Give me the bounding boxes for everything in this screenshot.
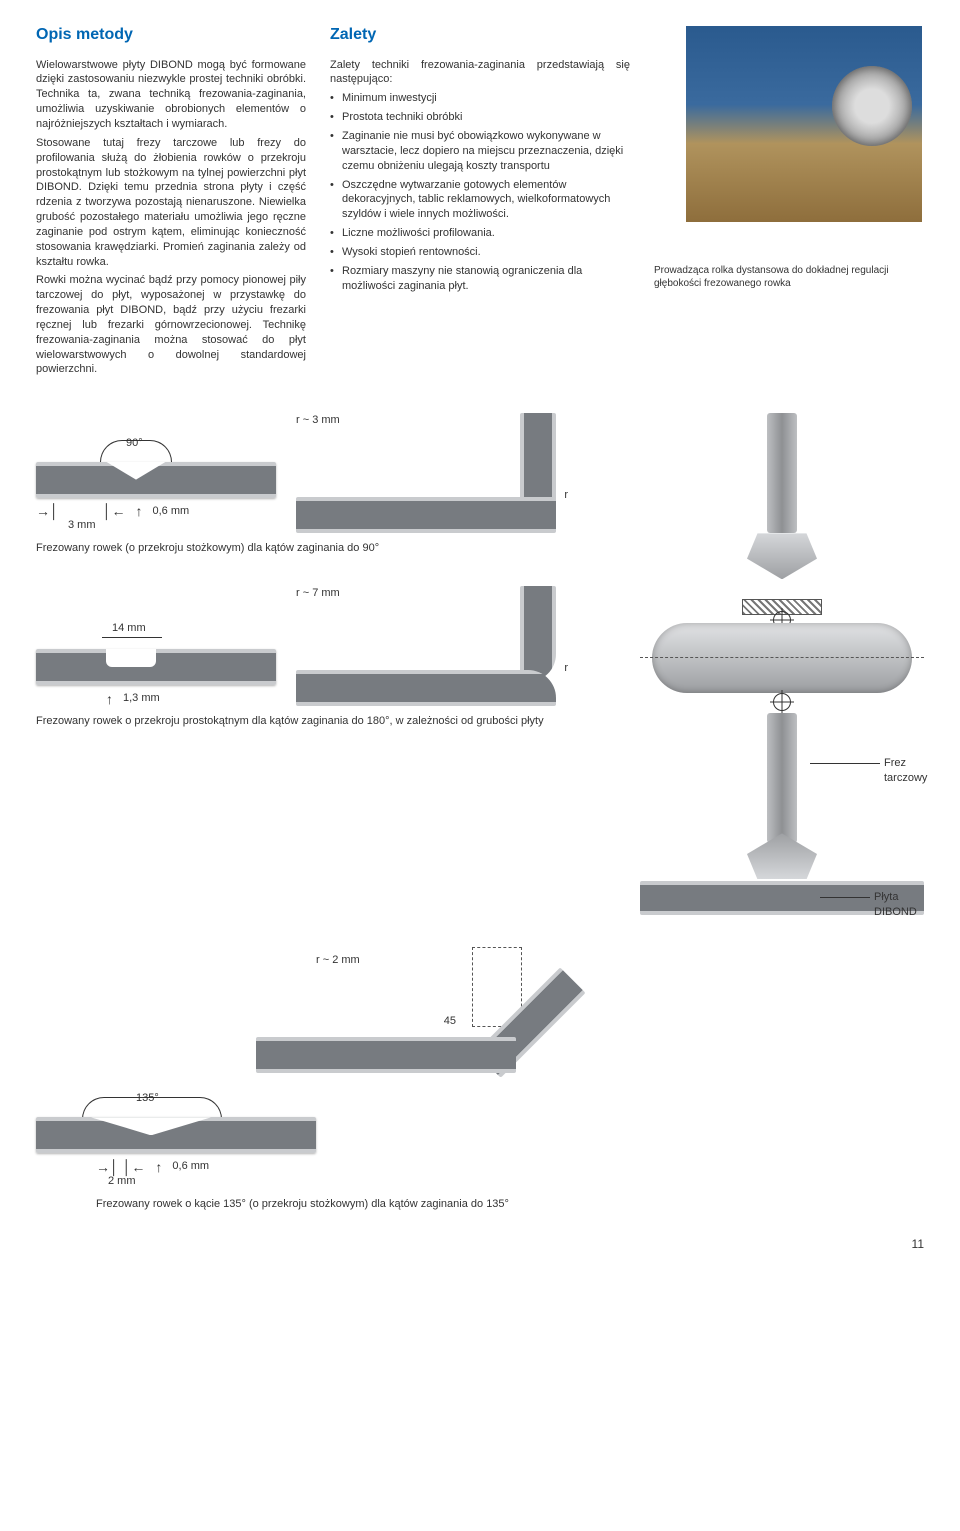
arrow-icon: ↑ bbox=[106, 692, 113, 706]
diagram-left-column: 90° →│ │← ↑ 0,6 mm 3 mm r bbox=[36, 413, 616, 933]
spindle-bottom-icon bbox=[767, 713, 797, 843]
list-item: Liczne możliwości profilowania. bbox=[330, 226, 630, 241]
bend-radius-label: r ~ 2 mm bbox=[316, 953, 360, 968]
arrow-icon: │← bbox=[103, 504, 126, 518]
diagram-row-90: 90° →│ │← ↑ 0,6 mm 3 mm r bbox=[36, 413, 616, 533]
cutter-bottom-icon bbox=[747, 833, 817, 879]
list-item: Rozmiary maszyny nie stanowią ograniczen… bbox=[330, 264, 630, 294]
top-text-row: Opis metody Wielowarstwowe płyty DIBOND … bbox=[36, 24, 924, 381]
plate-cross-section bbox=[36, 1117, 316, 1153]
bend-135-block: r ~ 2 mm 45 bbox=[256, 953, 556, 1073]
para: Stosowane tutaj frezy tarczowe lub frezy… bbox=[36, 136, 306, 270]
column-zalety: Zalety Zalety techniki frezowania-zagina… bbox=[330, 24, 630, 381]
bent-horizontal-icon bbox=[296, 670, 556, 706]
depth-label: 0,6 mm bbox=[172, 1159, 209, 1174]
leader-line-icon bbox=[820, 897, 870, 898]
machine-diagram: Frez tarczowy Płyta DIBOND bbox=[640, 413, 924, 933]
r-label: r bbox=[564, 661, 568, 676]
arrow-icon: ↑ bbox=[136, 504, 143, 518]
bend-90-block: r ~ 3 mm r bbox=[296, 413, 616, 533]
cutter-top-icon bbox=[747, 533, 817, 579]
plate-cross-section bbox=[36, 649, 276, 685]
diagram-row-rect: 14 mm ↑ 1,3 mm r ~ 7 mm r bbox=[36, 586, 616, 706]
label-plyta-dibond: Płyta DIBOND bbox=[874, 890, 924, 920]
zalety-list: Minimum inwestycji Prostota techniki obr… bbox=[330, 91, 630, 293]
r-label: r bbox=[564, 488, 568, 503]
arrow-icon: →│ bbox=[36, 504, 59, 518]
groove-v135-icon bbox=[91, 1117, 211, 1135]
heading-opis-metody: Opis metody bbox=[36, 24, 306, 46]
label-frez-tarczowy: Frez tarczowy bbox=[884, 756, 927, 786]
caption-135: Frezowany rowek o kącie 135° (o przekroj… bbox=[96, 1197, 924, 1212]
photo-caption: Prowadząca rolka dystansowa do dokładnej… bbox=[654, 264, 924, 290]
angle-label-90: 90° bbox=[126, 436, 143, 451]
width-label: 2 mm bbox=[108, 1174, 136, 1189]
spindle-top-icon bbox=[767, 413, 797, 533]
diagram-area: 90° →│ │← ↑ 0,6 mm 3 mm r bbox=[36, 413, 924, 933]
bent-vertical-icon bbox=[520, 586, 556, 682]
groove-rect-icon bbox=[106, 649, 156, 667]
width-label-top: 14 mm bbox=[112, 621, 146, 636]
arrow-icon: ↑ bbox=[155, 1160, 162, 1174]
heading-zalety: Zalety bbox=[330, 24, 630, 46]
groove-135-block: 135° →│ │← ↑ 0,6 mm 2 mm bbox=[36, 1093, 336, 1189]
bent-base-icon bbox=[256, 1037, 516, 1073]
inner-angle-label: 45 bbox=[444, 1014, 456, 1029]
para: Rowki można wycinać bądź przy pomocy pio… bbox=[36, 273, 306, 377]
zalety-intro: Zalety techniki frezowania-zaginania prz… bbox=[330, 58, 630, 88]
caption-rect: Frezowany rowek o przekroju prostokątnym… bbox=[36, 714, 616, 729]
column-photo: Prowadząca rolka dystansowa do dokładnej… bbox=[654, 24, 924, 381]
groove-90-block: 90° →│ │← ↑ 0,6 mm 3 mm bbox=[36, 438, 276, 534]
depth-label: 0,6 mm bbox=[153, 504, 190, 519]
list-item: Minimum inwestycji bbox=[330, 91, 630, 106]
bend-radius-label: r ~ 3 mm bbox=[296, 413, 340, 428]
groove-v90-icon bbox=[106, 462, 166, 480]
photo-milling-cutter bbox=[684, 24, 924, 224]
bent-horizontal-icon bbox=[296, 497, 556, 533]
dim-row: →│ │← ↑ 0,6 mm bbox=[36, 504, 276, 519]
page-number: 11 bbox=[36, 1236, 924, 1252]
width-label: 3 mm bbox=[68, 518, 96, 533]
list-item: Wysoki stopień rentowności. bbox=[330, 245, 630, 260]
body-zalety: Zalety techniki frezowania-zaginania prz… bbox=[330, 58, 630, 294]
list-item: Prostota techniki obróbki bbox=[330, 110, 630, 125]
angle-label-135: 135° bbox=[136, 1091, 159, 1106]
caption-90: Frezowany rowek (o przekroju stożkowym) … bbox=[36, 541, 616, 556]
bend-rounded-block: r ~ 7 mm r bbox=[296, 586, 616, 706]
para: Wielowarstwowe płyty DIBOND mogą być for… bbox=[36, 58, 306, 132]
bent-vertical-icon bbox=[520, 413, 556, 509]
column-opis-metody: Opis metody Wielowarstwowe płyty DIBOND … bbox=[36, 24, 306, 381]
groove-rect-block: 14 mm ↑ 1,3 mm bbox=[36, 625, 276, 706]
depth-label: 1,3 mm bbox=[123, 691, 160, 706]
diagram-row-135: r ~ 2 mm 45 bbox=[36, 953, 924, 1073]
axis-line-icon bbox=[640, 657, 924, 659]
body-opis-metody: Wielowarstwowe płyty DIBOND mogą być for… bbox=[36, 58, 306, 378]
leader-line-icon bbox=[810, 763, 880, 764]
arrow-icon: →│ │← bbox=[96, 1160, 145, 1174]
crosshair-icon bbox=[773, 693, 791, 711]
list-item: Zaginanie nie musi być obowiązkowo wykon… bbox=[330, 129, 630, 174]
bend-radius-label: r ~ 7 mm bbox=[296, 586, 340, 601]
plate-cross-section bbox=[36, 462, 276, 498]
list-item: Oszczędne wytwarzanie gotowych elementów… bbox=[330, 178, 630, 223]
